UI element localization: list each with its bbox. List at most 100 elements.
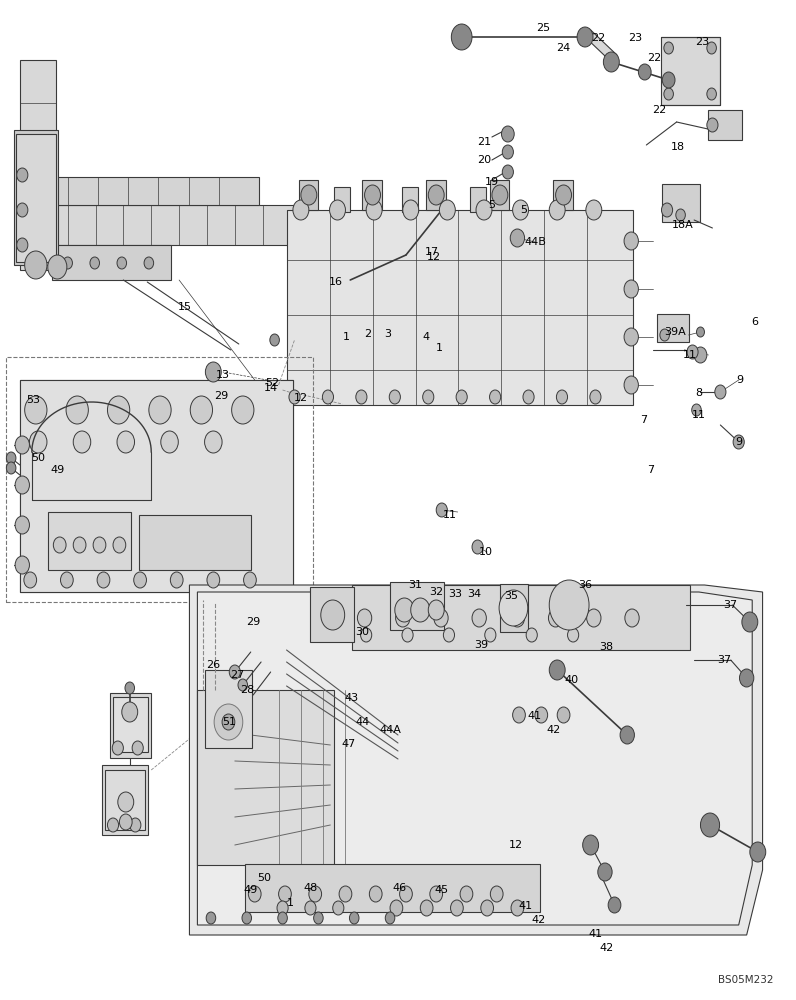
Text: 8: 8: [696, 388, 702, 398]
Circle shape: [15, 476, 29, 494]
Bar: [205, 670, 252, 748]
Text: 53: 53: [26, 395, 41, 405]
Circle shape: [707, 88, 716, 100]
Text: 9: 9: [736, 437, 742, 447]
Text: 51: 51: [222, 717, 236, 727]
Text: 39: 39: [474, 640, 489, 650]
Circle shape: [430, 886, 443, 902]
Text: 19: 19: [485, 177, 499, 187]
Circle shape: [305, 901, 316, 915]
Bar: [105, 770, 145, 830]
Text: 12: 12: [509, 840, 523, 850]
Text: 36: 36: [578, 580, 592, 590]
Circle shape: [549, 580, 589, 630]
Bar: [110, 693, 151, 758]
Bar: [662, 184, 700, 222]
Circle shape: [385, 912, 395, 924]
Circle shape: [24, 572, 37, 588]
Circle shape: [117, 257, 127, 269]
Circle shape: [664, 42, 673, 54]
Circle shape: [395, 598, 414, 622]
Text: 5: 5: [489, 200, 495, 210]
Circle shape: [222, 714, 235, 730]
Circle shape: [523, 390, 534, 404]
Text: 41: 41: [588, 929, 603, 939]
Circle shape: [400, 886, 412, 902]
Text: 9: 9: [737, 375, 743, 385]
Circle shape: [676, 209, 685, 221]
Circle shape: [742, 612, 758, 632]
Text: 1: 1: [343, 332, 349, 342]
Text: 6: 6: [751, 317, 758, 327]
Text: 16: 16: [329, 277, 343, 287]
Bar: [334, 187, 350, 212]
Circle shape: [687, 345, 698, 359]
Circle shape: [321, 600, 345, 630]
Circle shape: [17, 203, 28, 217]
Circle shape: [510, 229, 525, 247]
Circle shape: [48, 255, 67, 279]
Circle shape: [125, 682, 135, 694]
Text: 22: 22: [647, 53, 661, 63]
Circle shape: [15, 516, 29, 534]
Circle shape: [451, 900, 463, 916]
Text: 23: 23: [628, 33, 642, 43]
Circle shape: [624, 376, 638, 394]
Text: 42: 42: [531, 915, 545, 925]
Text: 22: 22: [591, 33, 606, 43]
Circle shape: [161, 431, 178, 453]
Circle shape: [707, 42, 716, 54]
Circle shape: [502, 165, 513, 179]
Circle shape: [556, 390, 568, 404]
Circle shape: [625, 609, 639, 627]
Circle shape: [309, 886, 322, 902]
Circle shape: [696, 327, 704, 337]
Circle shape: [439, 200, 455, 220]
Circle shape: [229, 665, 240, 679]
Text: 22: 22: [652, 105, 666, 115]
Text: 37: 37: [724, 600, 738, 610]
Bar: [113, 697, 148, 752]
Circle shape: [132, 741, 143, 755]
Circle shape: [511, 900, 524, 916]
Text: 11: 11: [682, 350, 696, 360]
Circle shape: [436, 503, 447, 517]
Circle shape: [357, 609, 372, 627]
Circle shape: [118, 792, 134, 812]
Text: 13: 13: [216, 370, 230, 380]
Polygon shape: [585, 30, 617, 62]
Circle shape: [501, 126, 514, 142]
Text: 43: 43: [345, 693, 359, 703]
Circle shape: [700, 813, 720, 837]
Bar: [426, 180, 446, 210]
Circle shape: [113, 537, 126, 553]
Circle shape: [390, 900, 403, 916]
Circle shape: [6, 462, 16, 474]
Polygon shape: [197, 592, 752, 925]
Circle shape: [60, 572, 73, 588]
Circle shape: [238, 679, 248, 691]
Text: 5: 5: [521, 205, 527, 215]
Circle shape: [93, 537, 106, 553]
Circle shape: [63, 257, 72, 269]
Bar: [14, 130, 58, 265]
Circle shape: [603, 52, 619, 72]
Circle shape: [361, 628, 372, 642]
Bar: [556, 585, 583, 615]
Circle shape: [349, 912, 359, 924]
Circle shape: [365, 185, 380, 205]
Circle shape: [513, 707, 525, 723]
Circle shape: [590, 390, 601, 404]
Polygon shape: [20, 380, 293, 592]
Text: 32: 32: [429, 587, 443, 597]
Circle shape: [490, 886, 503, 902]
Circle shape: [90, 257, 100, 269]
Circle shape: [420, 900, 433, 916]
Circle shape: [25, 396, 47, 424]
Circle shape: [205, 431, 222, 453]
Circle shape: [170, 572, 183, 588]
Circle shape: [472, 540, 483, 554]
Circle shape: [15, 436, 29, 454]
Bar: [553, 180, 573, 210]
Circle shape: [97, 572, 110, 588]
